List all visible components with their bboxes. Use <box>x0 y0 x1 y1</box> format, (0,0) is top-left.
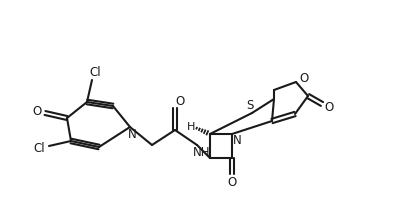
Text: N: N <box>233 135 241 148</box>
Text: S: S <box>246 99 254 111</box>
Text: O: O <box>324 100 334 114</box>
Text: H: H <box>187 122 195 132</box>
Text: O: O <box>300 72 309 85</box>
Text: O: O <box>227 175 236 189</box>
Text: O: O <box>176 94 185 107</box>
Text: NH: NH <box>193 146 211 160</box>
Text: O: O <box>33 104 42 118</box>
Text: Cl: Cl <box>33 141 45 155</box>
Text: Cl: Cl <box>89 65 101 78</box>
Text: N: N <box>128 128 136 140</box>
